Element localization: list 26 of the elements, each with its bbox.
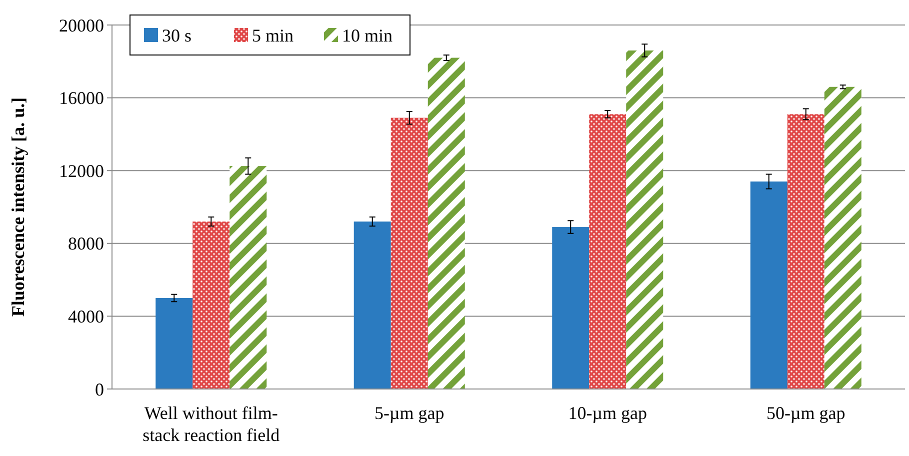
bar bbox=[428, 58, 465, 389]
legend-label: 30 s bbox=[162, 25, 192, 46]
y-tick-label: 4000 bbox=[68, 306, 104, 326]
bar bbox=[230, 166, 267, 389]
bar bbox=[589, 114, 626, 389]
y-tick-label: 0 bbox=[95, 379, 104, 400]
x-tick-label: 5-µm gap bbox=[374, 403, 444, 423]
x-tick-label: 10-µm gap bbox=[568, 403, 648, 423]
bar bbox=[626, 50, 664, 389]
x-tick-label: 50-µm gap bbox=[766, 403, 846, 423]
x-tick-label: Well without film-stack reaction field bbox=[142, 403, 280, 445]
bar bbox=[552, 227, 590, 389]
bar bbox=[390, 118, 428, 389]
bar bbox=[824, 86, 862, 389]
y-tick-label: 12000 bbox=[59, 160, 104, 181]
y-tick-label: 8000 bbox=[68, 234, 104, 254]
bar bbox=[192, 222, 230, 389]
bar bbox=[354, 222, 391, 389]
y-axis-title: Fluorescence intensity [a. u.] bbox=[8, 97, 28, 317]
bar bbox=[787, 114, 824, 389]
y-tick-label: 16000 bbox=[59, 88, 104, 108]
legend-label: 5 min bbox=[252, 25, 294, 46]
legend-label: 10 min bbox=[342, 25, 393, 46]
bar bbox=[750, 182, 788, 389]
y-tick-label: 20000 bbox=[59, 15, 104, 36]
bar bbox=[156, 298, 193, 389]
